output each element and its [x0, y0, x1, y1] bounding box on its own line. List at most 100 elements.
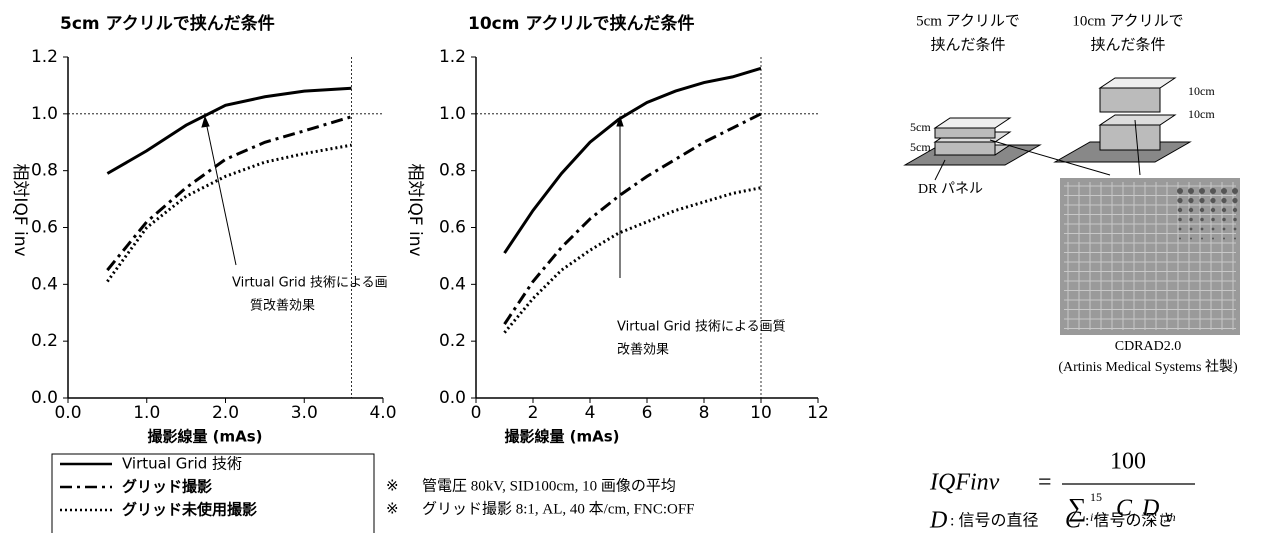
- phantom-dot: [1210, 198, 1215, 203]
- phantom-dot: [1201, 228, 1204, 231]
- x-tick-label: 0: [471, 403, 482, 423]
- diagram-title: 10cm アクリルで: [1072, 12, 1183, 29]
- phantom-dot: [1201, 238, 1203, 240]
- phantom-dot: [1188, 198, 1193, 203]
- note-mark: ※: [386, 501, 399, 517]
- phantom-dot: [1211, 208, 1215, 212]
- phantom-dot: [1179, 228, 1182, 231]
- annotation: Virtual Grid 技術による画質: [617, 320, 786, 335]
- phantom-dot: [1212, 238, 1214, 240]
- y-tick-label: 1.2: [439, 47, 466, 67]
- annotation: 質改善効果: [250, 298, 315, 314]
- acrylic: [1100, 78, 1175, 88]
- phantom-dot: [1233, 208, 1237, 212]
- x-tick-label: 10: [750, 403, 772, 423]
- y-tick-label: 0.4: [439, 274, 466, 294]
- phantom-dot: [1232, 188, 1238, 194]
- phantom-dot: [1233, 218, 1237, 222]
- x-axis-label: 撮影線量 (mAs): [147, 428, 262, 446]
- x-tick-label: 3.0: [291, 403, 318, 423]
- series-line: [107, 145, 351, 281]
- x-tick-label: 0.0: [54, 403, 81, 423]
- acrylic: [1100, 115, 1175, 125]
- note: 管電圧 80kV, SID100cm, 10 画像の平均: [422, 477, 676, 494]
- setup-drawing: [905, 78, 1190, 180]
- definition: : 信号の直径: [950, 512, 1038, 530]
- x-tick-label: 1.0: [133, 403, 160, 423]
- legend-label: グリッド撮影: [122, 478, 212, 496]
- acrylic: [935, 118, 1010, 128]
- phantom-dot: [1178, 208, 1182, 212]
- dimension-label: 10cm: [1188, 84, 1215, 98]
- figure: 5cm アクリルで挟んだ条件 10cm アクリルで挟んだ条件 撮影線量 (mAs…: [0, 0, 1274, 533]
- phantom-dot: [1199, 198, 1204, 203]
- annotation: 改善効果: [617, 342, 669, 358]
- y-tick-label: 0.0: [439, 388, 466, 408]
- acrylic: [935, 128, 995, 138]
- phantom-dot: [1188, 188, 1194, 194]
- phantom-dot: [1221, 188, 1227, 194]
- series-line: [505, 114, 762, 324]
- series-line: [505, 68, 762, 253]
- legend-label: グリッド未使用撮影: [122, 501, 257, 519]
- y-tick-label: 1.0: [31, 104, 58, 124]
- phantom-dot: [1199, 188, 1205, 194]
- phantom-dot: [1234, 228, 1237, 231]
- x-tick-label: 2: [528, 403, 539, 423]
- phantom-dot: [1200, 208, 1204, 212]
- legend-label: Virtual Grid 技術: [122, 455, 242, 473]
- diagram-title: 5cm アクリルで: [916, 12, 1020, 29]
- phantom-image: [1060, 178, 1240, 335]
- y-tick-label: 0.2: [439, 331, 466, 351]
- phantom-dot: [1177, 198, 1182, 203]
- y-axis-label: 相対IQF inv: [10, 163, 30, 256]
- formula-numerator: 100: [1110, 449, 1146, 475]
- note: グリッド撮影 8:1, AL, 40 本/cm, FNC:OFF: [422, 499, 695, 517]
- phantom-dot: [1210, 188, 1216, 194]
- x-tick-label: 6: [642, 403, 653, 423]
- diagram-title: 挟んだ条件: [1090, 36, 1165, 53]
- chart-title: 10cm アクリルで挟んだ条件: [468, 13, 695, 34]
- phantom-dot: [1179, 238, 1181, 240]
- phantom-dot: [1200, 218, 1204, 222]
- series-line: [107, 117, 351, 270]
- phantom-dot: [1189, 218, 1193, 222]
- definition-symbol: C: [1065, 508, 1082, 533]
- acrylic: [1100, 125, 1160, 150]
- phantom-dot: [1223, 238, 1225, 240]
- x-tick-label: 4.0: [369, 403, 396, 423]
- diagram-title: 挟んだ条件: [930, 36, 1005, 53]
- phantom-dot: [1190, 238, 1192, 240]
- annotation: Virtual Grid 技術による画: [232, 276, 388, 291]
- y-tick-label: 0.6: [439, 218, 466, 238]
- phantom-dot: [1223, 228, 1226, 231]
- y-tick-label: 0.8: [439, 161, 466, 181]
- phantom-dot: [1234, 238, 1236, 240]
- x-tick-label: 8: [699, 403, 710, 423]
- phantom-dot: [1177, 188, 1183, 194]
- dimension-label: 5cm: [910, 140, 931, 154]
- dimension-label: 5cm: [910, 120, 931, 134]
- y-tick-label: 0.8: [31, 161, 58, 181]
- y-tick-label: 0.6: [31, 218, 58, 238]
- formula-sum-upper: 15: [1090, 490, 1102, 504]
- phantom-dot: [1178, 218, 1182, 222]
- acrylic: [1100, 88, 1160, 112]
- y-tick-label: 0.2: [31, 331, 58, 351]
- phantom-dot: [1232, 198, 1237, 203]
- x-axis-label: 撮影線量 (mAs): [504, 428, 619, 446]
- y-tick-label: 1.0: [439, 104, 466, 124]
- phantom-dot: [1212, 228, 1215, 231]
- phantom-dot: [1221, 198, 1226, 203]
- x-tick-label: 2.0: [212, 403, 239, 423]
- definition-symbol: D: [929, 508, 947, 533]
- x-tick-label: 4: [585, 403, 596, 423]
- arrow: [206, 122, 236, 265]
- acrylic: [935, 142, 995, 155]
- phantom-caption: (Artinis Medical Systems 社製): [1058, 359, 1238, 375]
- series-line: [107, 88, 351, 173]
- phantom-dot: [1211, 218, 1215, 222]
- x-tick-label: 12: [807, 403, 829, 423]
- arrow-head: [202, 117, 209, 127]
- phantom-dot: [1190, 228, 1193, 231]
